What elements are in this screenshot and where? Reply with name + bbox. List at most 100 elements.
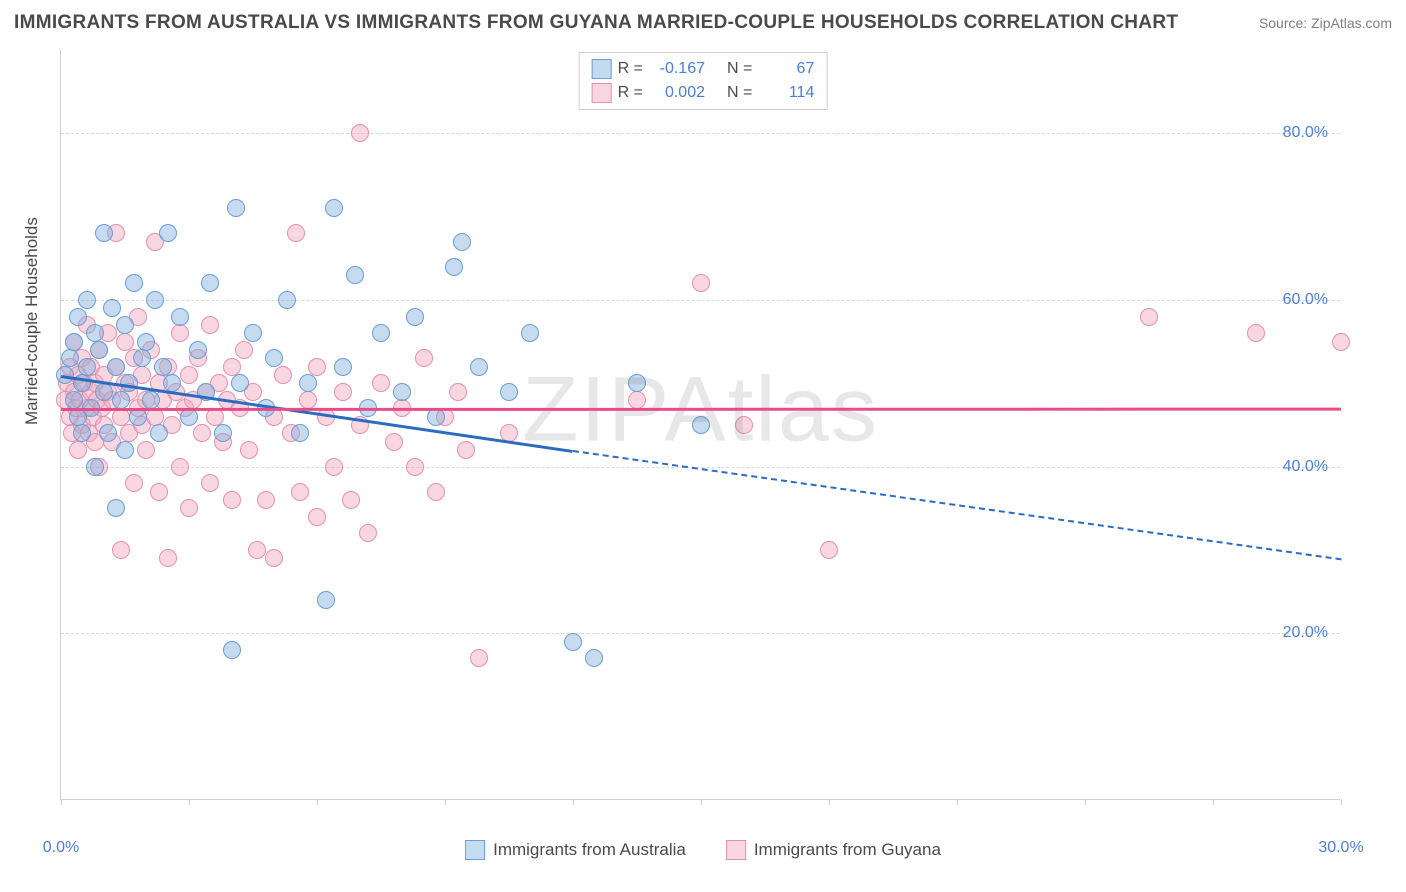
scatter-point (171, 324, 189, 342)
scatter-point (406, 458, 424, 476)
ytick-label: 80.0% (1283, 124, 1328, 142)
legend-label-australia: Immigrants from Australia (493, 840, 686, 860)
scatter-point (351, 124, 369, 142)
scatter-point (171, 458, 189, 476)
scatter-point (334, 383, 352, 401)
scatter-point (521, 324, 539, 342)
scatter-point (257, 491, 275, 509)
scatter-point (112, 541, 130, 559)
trend-line (61, 408, 1341, 411)
scatter-point (154, 358, 172, 376)
scatter-point (334, 358, 352, 376)
legend-row-australia: R = -0.167 N = 67 (592, 57, 815, 81)
scatter-point (180, 366, 198, 384)
scatter-point (308, 358, 326, 376)
legend-label-guyana: Immigrants from Guyana (754, 840, 941, 860)
scatter-point (150, 424, 168, 442)
scatter-point (820, 541, 838, 559)
scatter-point (201, 316, 219, 334)
scatter-point (69, 308, 87, 326)
scatter-point (299, 374, 317, 392)
scatter-point (628, 391, 646, 409)
scatter-point (244, 324, 262, 342)
scatter-point (107, 358, 125, 376)
scatter-point (346, 266, 364, 284)
scatter-point (274, 366, 292, 384)
scatter-point (628, 374, 646, 392)
scatter-point (223, 491, 241, 509)
xtick-mark (445, 799, 446, 805)
scatter-point (359, 524, 377, 542)
ytick-label: 20.0% (1283, 624, 1328, 642)
scatter-point (325, 199, 343, 217)
r-label: R = (618, 57, 643, 81)
ytick-label: 40.0% (1283, 458, 1328, 476)
ytick-label: 60.0% (1283, 291, 1328, 309)
legend-item-guyana: Immigrants from Guyana (726, 840, 941, 860)
scatter-point (78, 358, 96, 376)
scatter-point (116, 333, 134, 351)
scatter-point (159, 224, 177, 242)
n-value-australia: 67 (758, 57, 814, 81)
xtick-mark (1085, 799, 1086, 805)
n-label: N = (727, 57, 752, 81)
xtick-mark (1213, 799, 1214, 805)
scatter-point (227, 199, 245, 217)
scatter-point (223, 641, 241, 659)
scatter-point (470, 649, 488, 667)
scatter-point (142, 391, 160, 409)
scatter-point (201, 274, 219, 292)
scatter-point (180, 499, 198, 517)
scatter-point (406, 308, 424, 326)
swatch-australia (465, 840, 485, 860)
y-axis-label: Married-couple Households (22, 217, 42, 425)
xtick-mark (317, 799, 318, 805)
scatter-point (95, 383, 113, 401)
xtick-mark (61, 799, 62, 805)
swatch-guyana (592, 83, 612, 103)
source-label: Source: ZipAtlas.com (1259, 15, 1392, 31)
scatter-point (159, 549, 177, 567)
scatter-point (449, 383, 467, 401)
xtick-mark (829, 799, 830, 805)
scatter-point (372, 324, 390, 342)
scatter-point (116, 441, 134, 459)
gridline-h (61, 633, 1340, 634)
scatter-point (372, 374, 390, 392)
correlation-legend: R = -0.167 N = 67 R = 0.002 N = 114 (579, 52, 828, 110)
scatter-point (125, 474, 143, 492)
scatter-point (342, 491, 360, 509)
scatter-point (61, 349, 79, 367)
scatter-point (65, 391, 83, 409)
scatter-point (112, 391, 130, 409)
scatter-point (470, 358, 488, 376)
scatter-point (287, 224, 305, 242)
r-value-guyana: 0.002 (649, 81, 705, 105)
scatter-point (65, 333, 83, 351)
scatter-point (325, 458, 343, 476)
scatter-point (248, 541, 266, 559)
scatter-point (564, 633, 582, 651)
scatter-point (146, 291, 164, 309)
scatter-point (500, 383, 518, 401)
scatter-point (90, 341, 108, 359)
scatter-point (317, 591, 335, 609)
scatter-point (116, 316, 134, 334)
scatter-point (692, 416, 710, 434)
r-value-australia: -0.167 (649, 57, 705, 81)
xtick-label: 30.0% (1318, 839, 1363, 857)
scatter-point (291, 483, 309, 501)
scatter-point (223, 358, 241, 376)
scatter-point (73, 424, 91, 442)
scatter-point (453, 233, 471, 251)
scatter-point (265, 349, 283, 367)
scatter-point (1247, 324, 1265, 342)
series-legend: Immigrants from Australia Immigrants fro… (465, 840, 941, 860)
scatter-point (585, 649, 603, 667)
swatch-guyana (726, 840, 746, 860)
scatter-point (133, 349, 151, 367)
scatter-point (95, 224, 113, 242)
scatter-point (427, 483, 445, 501)
scatter-point (150, 483, 168, 501)
xtick-mark (701, 799, 702, 805)
